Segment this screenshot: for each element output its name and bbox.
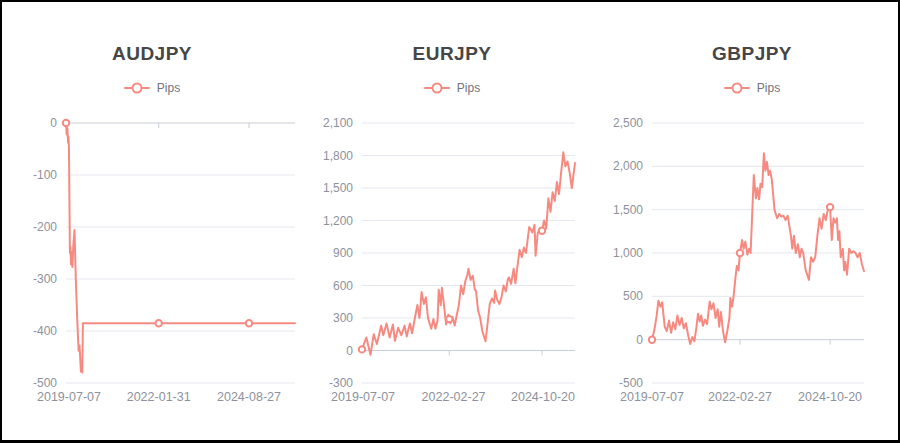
chart-title-audjpy: AUDJPY [2, 43, 302, 65]
y-axis-tick-label: 0 [636, 333, 643, 347]
x-axis-tick-label: 2019-07-07 [331, 390, 395, 404]
x-axis-tick-label: 2019-07-07 [37, 390, 101, 404]
x-axis-tick-label: 2024-10-20 [511, 390, 575, 404]
data-point-marker[interactable] [156, 320, 162, 326]
x-axis-tick-label: 2022-02-27 [422, 390, 486, 404]
y-axis-tick-label: 0 [50, 116, 57, 130]
x-axis-tick-label: 2022-02-27 [708, 390, 772, 404]
line-series-icon [424, 87, 450, 89]
y-axis-tick-label: 900 [333, 246, 353, 260]
series-line-pips[interactable] [652, 153, 864, 344]
chart-title-gbpjpy: GBPJPY [602, 43, 900, 65]
data-point-marker[interactable] [649, 337, 655, 343]
series-line-pips[interactable] [362, 152, 575, 354]
y-axis-tick-label: -200 [33, 220, 57, 234]
y-axis-tick-label: -300 [329, 376, 353, 390]
chart-panel-eurjpy: EURJPY Pips 2,100 1,800 1,500 1,200 900 600 30… [302, 2, 602, 416]
legend-label: Pips [157, 81, 180, 95]
y-axis-tick-label: 1,000 [613, 246, 643, 260]
chart-canvas-audjpy[interactable]: 0 -100 -200 -300 -400 -5002019-07-07 2022-01-3… [2, 98, 302, 416]
legend-pips-eurjpy[interactable]: Pips [302, 80, 602, 96]
line-series-icon [124, 87, 150, 89]
legend-label: Pips [457, 81, 480, 95]
x-axis-tick-label: 2019-07-07 [620, 390, 684, 404]
y-axis-tick-label: 300 [333, 311, 353, 325]
data-point-marker[interactable] [359, 346, 365, 352]
data-point-marker[interactable] [446, 316, 452, 322]
y-axis-tick-label: -500 [33, 376, 57, 390]
y-axis-tick-label: 1,500 [323, 181, 353, 195]
y-axis-tick-label: 1,500 [613, 203, 643, 217]
series-ring-icon [731, 83, 742, 94]
x-axis-tick-label: 2024-10-20 [798, 390, 862, 404]
y-axis-tick-label: 1,200 [323, 214, 353, 228]
data-point-marker[interactable] [827, 204, 833, 210]
chart-title-eurjpy: EURJPY [302, 43, 602, 65]
chart-panel-audjpy: AUDJPY Pips 0 -100 -200 -300 -400 -5002019-07… [2, 2, 302, 416]
legend-pips-gbpjpy[interactable]: Pips [602, 80, 900, 96]
line-series-icon [724, 87, 750, 89]
y-axis-tick-label: 1,800 [323, 149, 353, 163]
series-ring-icon [131, 83, 142, 94]
y-axis-tick-label: -400 [33, 324, 57, 338]
series-line-pips[interactable] [66, 123, 295, 373]
chart-panel-gbpjpy: GBPJPY Pips 2,500 2,000 1,500 1,000 500 0 -500… [602, 2, 900, 416]
data-point-marker[interactable] [539, 228, 545, 234]
y-axis-tick-label: 500 [623, 289, 643, 303]
y-axis-tick-label: 2,100 [323, 116, 353, 130]
legend-label: Pips [757, 81, 780, 95]
y-axis-tick-label: -300 [33, 272, 57, 286]
chart-canvas-eurjpy[interactable]: 2,100 1,800 1,500 1,200 900 600 300 0 -3002019-0… [302, 98, 602, 416]
data-point-marker[interactable] [246, 320, 252, 326]
y-axis-tick-label: -100 [33, 168, 57, 182]
x-axis-tick-label: 2024-08-27 [217, 390, 281, 404]
y-axis-tick-label: 2,500 [613, 116, 643, 130]
legend-pips-audjpy[interactable]: Pips [2, 80, 302, 96]
y-axis-tick-label: 2,000 [613, 159, 643, 173]
charts-row: AUDJPY Pips 0-100-200-300-400-5002019-07… [2, 2, 898, 416]
x-axis-tick-label: 2022-01-31 [127, 390, 191, 404]
data-point-marker[interactable] [63, 120, 69, 126]
chart-canvas-gbpjpy[interactable]: 2,500 2,000 1,500 1,000 500 0 -5002019-07-07 20… [602, 98, 900, 416]
data-point-marker[interactable] [737, 250, 743, 256]
y-axis-tick-label: 0 [346, 344, 353, 358]
y-axis-tick-label: 600 [333, 279, 353, 293]
y-axis-tick-label: -500 [619, 376, 643, 390]
series-ring-icon [431, 83, 442, 94]
